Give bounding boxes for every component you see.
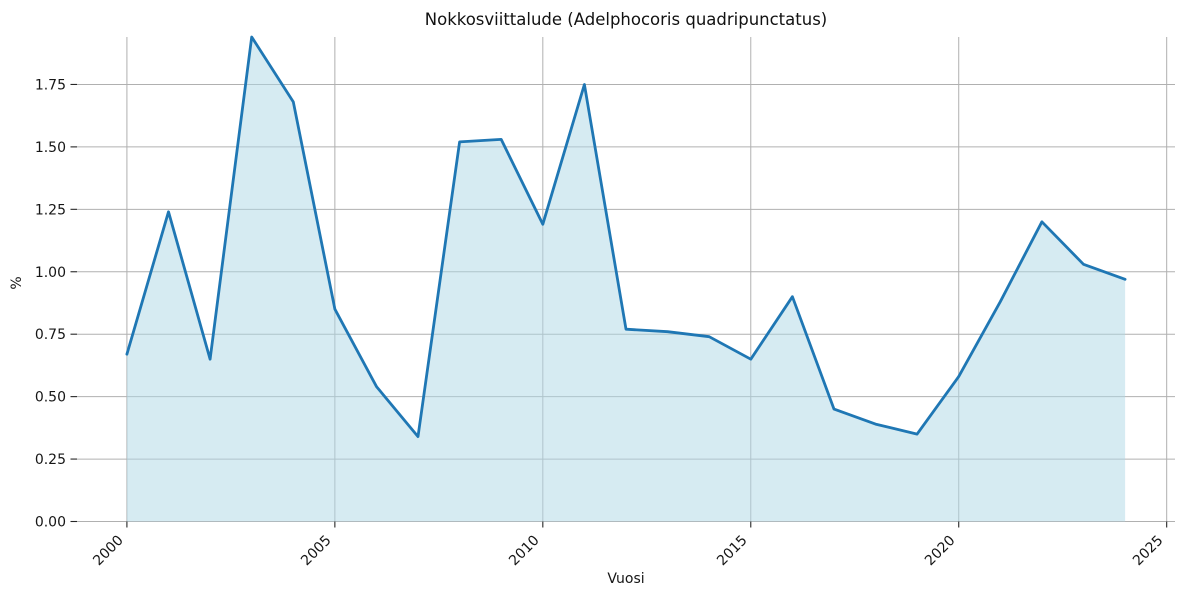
- x-tick-label: 2005: [298, 533, 335, 570]
- y-tick-label: 1.50: [35, 140, 66, 156]
- y-tick-label: 1.00: [35, 265, 66, 281]
- x-tick-label: 2000: [90, 533, 127, 570]
- y-axis-label: %: [9, 276, 25, 289]
- x-tick-label: 2015: [714, 533, 751, 570]
- x-axis-label: Vuosi: [607, 571, 644, 587]
- y-tick-labels: 0.00 0.25 0.50 0.75 1.00 1.25 1.50 1.75: [35, 77, 66, 530]
- trend-line: [125, 35, 1127, 438]
- tick-marks: [70, 83, 1168, 528]
- x-tick-label: 2020: [922, 533, 959, 570]
- y-tick-label: 1.25: [35, 202, 66, 218]
- x-tick-labels: 2000 2005 2010 2015 2020 2025: [90, 533, 1166, 570]
- x-tick-label: 2010: [506, 533, 543, 570]
- y-tick-label: 0.50: [35, 390, 66, 406]
- y-tick-label: 1.75: [35, 77, 66, 93]
- chart-title: Nokkosviittalude (Adelphocoris quadripun…: [425, 10, 827, 29]
- y-tick-label: 0.25: [35, 452, 66, 468]
- area-fill: [126, 37, 1126, 522]
- x-tick-label: 2025: [1130, 533, 1167, 570]
- y-tick-label: 0.00: [35, 515, 66, 531]
- y-tick-label: 0.75: [35, 327, 66, 343]
